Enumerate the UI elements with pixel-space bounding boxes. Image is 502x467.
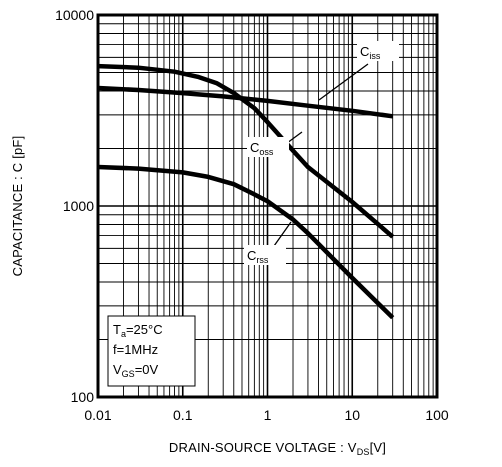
curve-label-bg	[244, 245, 286, 265]
conditions-box	[107, 315, 196, 387]
x-tick-label: 100	[425, 407, 449, 423]
curve-label-crss: Crss	[247, 248, 269, 265]
curve-label-ciss: Ciss	[360, 44, 381, 61]
leader-line-crss	[273, 221, 292, 247]
curve-coss	[97, 63, 395, 239]
condition-line: f=1MHz	[113, 342, 158, 357]
y-tick-label: 1000	[63, 198, 94, 214]
leader-line-ciss	[318, 63, 369, 101]
curve-ciss	[97, 85, 394, 119]
curve-label-bg	[357, 41, 399, 61]
x-tick-label: 0.01	[84, 407, 111, 423]
y-axis-title: CAPACITANCE : C [pF]	[10, 136, 25, 277]
y-tick-label: 10000	[55, 7, 94, 23]
condition-line: VGS=0V	[113, 362, 159, 379]
x-tick-label: 1	[264, 407, 272, 423]
y-tick-label: 100	[71, 389, 95, 405]
curve-crss	[97, 164, 395, 320]
curve-label-bg	[247, 137, 289, 157]
x-tick-label: 10	[344, 407, 360, 423]
condition-line: Ta=25°C	[113, 322, 163, 339]
x-axis-title: DRAIN-SOURCE VOLTAGE : VDS[V]	[169, 440, 386, 457]
curve-label-coss: Coss	[250, 140, 274, 157]
x-tick-label: 0.1	[173, 407, 193, 423]
plot-frame	[96, 13, 439, 399]
